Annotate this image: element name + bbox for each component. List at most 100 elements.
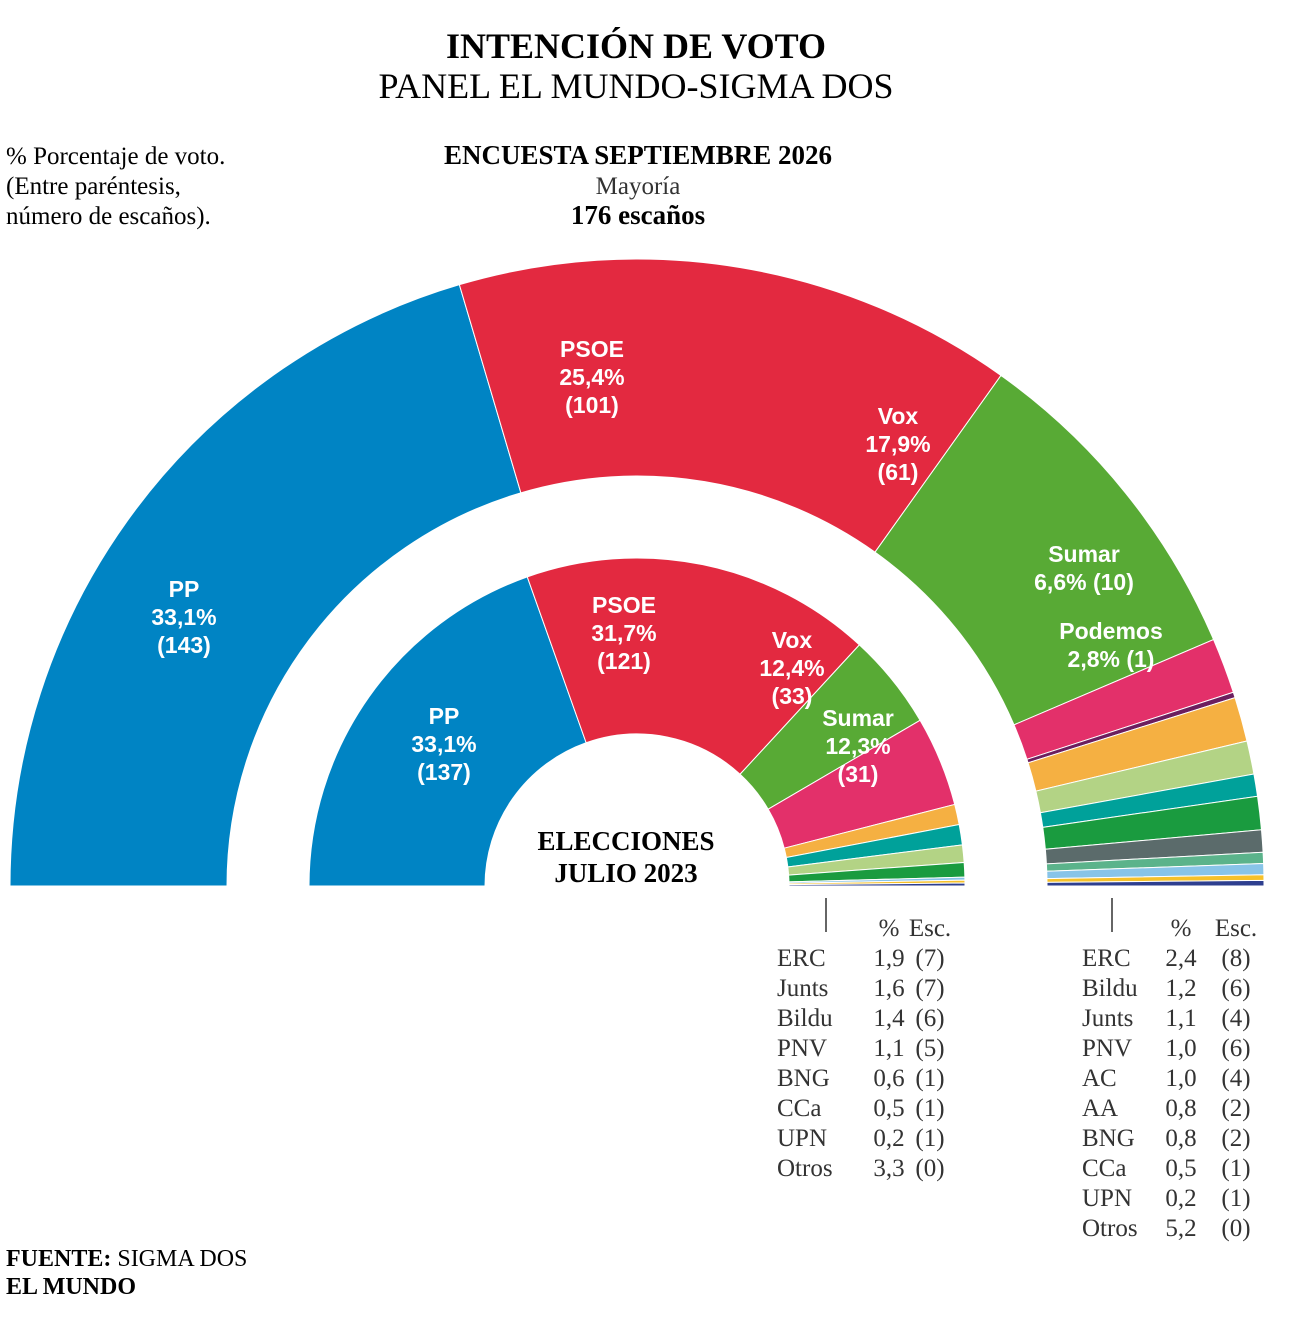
table-2026-row-pnv-seats: (6) — [1221, 1035, 1250, 1062]
note-line-2: (Entre paréntesis, — [6, 173, 181, 200]
table-2023-row-bng-seats: (1) — [915, 1065, 944, 1092]
table-2023-row-junts-party: Junts — [777, 975, 828, 1002]
chart-title: INTENCIÓN DE VOTO — [446, 26, 826, 66]
table-2023-row-otros-party: Otros — [777, 1155, 833, 1182]
election-label-pp-3: (137) — [417, 759, 471, 785]
table-2026-row-otros-party: Otros — [1082, 1215, 1138, 1242]
table-2023-row-upn-party: UPN — [777, 1125, 827, 1152]
table-2026-row-ac-party: AC — [1082, 1065, 1117, 1092]
table-2026-row-aa-party: AA — [1082, 1095, 1118, 1122]
source-line: FUENTE: SIGMA DOS — [6, 1246, 247, 1272]
election-label-sumar-3: (31) — [838, 761, 879, 787]
table-2023-row-junts-pct: 1,6 — [873, 975, 904, 1002]
table-2026-row-ac-pct: 1,0 — [1165, 1065, 1196, 1092]
election-label-vox-3: (33) — [772, 683, 813, 709]
table-2026-row-aa-seats: (2) — [1221, 1095, 1250, 1122]
election-label-psoe-2: 31,7% — [591, 620, 656, 646]
survey-label-vox-3: (61) — [878, 459, 919, 485]
table-2026-header-pct: % — [1171, 915, 1192, 942]
survey-label-pp-2: 33,1% — [151, 604, 216, 630]
table-2026-row-otros-seats: (0) — [1221, 1215, 1250, 1242]
table-2026-row-upn-party: UPN — [1082, 1185, 1132, 1212]
survey-label-psoe-2: 25,4% — [559, 364, 624, 390]
table-2026-row-bng-pct: 0,8 — [1165, 1125, 1196, 1152]
election-label-psoe-1: PSOE — [592, 592, 656, 618]
table-2026-header-seats: Esc. — [1215, 915, 1257, 942]
table-2023-row-pnv-pct: 1,1 — [873, 1035, 904, 1062]
table-2026-row-pnv-pct: 1,0 — [1165, 1035, 1196, 1062]
table-2026-row-erc-seats: (8) — [1221, 945, 1250, 972]
chart-subtitle: PANEL EL MUNDO-SIGMA DOS — [378, 66, 893, 106]
election-label-2: JULIO 2023 — [554, 858, 697, 888]
majority-value: 176 escaños — [571, 200, 705, 230]
survey-label-pp-3: (143) — [157, 632, 211, 658]
table-2023-row-otros-seats: (0) — [915, 1155, 944, 1182]
source-label: FUENTE: — [6, 1246, 111, 1272]
table-2023: % Esc. ERC 1,9 (7) Junts 1,6 (7) Bildu 1,4 (6) PNV 1… — [777, 915, 951, 1182]
table-2026-row-ac-seats: (4) — [1221, 1065, 1250, 1092]
note-line-1: % Porcentaje de voto. — [6, 143, 225, 170]
table-2026-row-erc-party: ERC — [1082, 945, 1131, 972]
survey-2026-ring — [9, 258, 1265, 887]
survey-segment-pp — [9, 284, 522, 887]
table-2023-row-bildu-seats: (6) — [915, 1005, 944, 1032]
table-2026-row-otros-pct: 5,2 — [1165, 1215, 1196, 1242]
election-label-vox-1: Vox — [772, 627, 813, 653]
survey-label-sumar-1: Sumar — [1048, 541, 1120, 567]
election-label-sumar-2: 12,3% — [825, 733, 890, 759]
survey-label-vox-1: Vox — [878, 403, 919, 429]
table-2026-row-aa-pct: 0,8 — [1165, 1095, 1196, 1122]
table-2026: % Esc. ERC 2,4 (8) Bildu 1,2 (6) Junts 1,1 (4) PNV 1… — [1082, 915, 1257, 1242]
survey-label-podemos-2: 2,8% (1) — [1068, 646, 1155, 672]
table-2026-row-upn-pct: 0,2 — [1165, 1185, 1196, 1212]
election-segment-pp — [308, 576, 587, 887]
table-2026-row-bng-seats: (2) — [1221, 1125, 1250, 1152]
table-2023-row-cca-pct: 0,5 — [873, 1095, 904, 1122]
source-value: SIGMA DOS — [117, 1246, 247, 1272]
table-2026-row-bildu-party: Bildu — [1082, 975, 1138, 1002]
election-label-pp-1: PP — [429, 703, 460, 729]
table-2026-row-upn-seats: (1) — [1221, 1185, 1250, 1212]
table-2023-row-otros-pct: 3,3 — [873, 1155, 904, 1182]
survey-segment-psoe — [458, 258, 1002, 553]
survey-label-podemos-1: Podemos — [1059, 618, 1163, 644]
survey-label-pp-1: PP — [169, 576, 200, 602]
table-2023-row-erc-party: ERC — [777, 945, 826, 972]
table-2023-row-pnv-seats: (5) — [915, 1035, 944, 1062]
note-line-3: número de escaños). — [6, 203, 211, 230]
table-2023-row-erc-seats: (7) — [915, 945, 944, 972]
table-2023-row-upn-seats: (1) — [915, 1125, 944, 1152]
election-label-sumar-1: Sumar — [822, 705, 894, 731]
election-label-pp-2: 33,1% — [411, 731, 476, 757]
table-2026-row-pnv-party: PNV — [1082, 1035, 1132, 1062]
election-2023-ring — [308, 557, 966, 887]
table-2023-row-cca-party: CCa — [777, 1095, 821, 1122]
table-2026-row-junts-party: Junts — [1082, 1005, 1133, 1032]
table-2023-row-pnv-party: PNV — [777, 1035, 827, 1062]
table-2026-row-cca-seats: (1) — [1221, 1155, 1250, 1182]
election-label-psoe-3: (121) — [597, 648, 651, 674]
table-2023-row-upn-pct: 0,2 — [873, 1125, 904, 1152]
table-2023-row-bildu-party: Bildu — [777, 1005, 833, 1032]
table-2026-row-bildu-pct: 1,2 — [1165, 975, 1196, 1002]
table-2026-row-bng-party: BNG — [1082, 1125, 1135, 1152]
table-2023-row-cca-seats: (1) — [915, 1095, 944, 1122]
table-2023-header-pct: % — [879, 915, 900, 942]
table-2026-row-cca-party: CCa — [1082, 1155, 1126, 1182]
majority-label: Mayoría — [596, 173, 681, 200]
table-2023-row-bng-pct: 0,6 — [873, 1065, 904, 1092]
survey-label-vox-2: 17,9% — [865, 431, 930, 457]
survey-label-psoe-3: (101) — [565, 392, 619, 418]
table-2026-row-junts-seats: (4) — [1221, 1005, 1250, 1032]
table-2026-row-bildu-seats: (6) — [1221, 975, 1250, 1002]
table-2023-row-bng-party: BNG — [777, 1065, 830, 1092]
survey-header: ENCUESTA SEPTIEMBRE 2026 — [444, 140, 832, 170]
brand-label: EL MUNDO — [6, 1274, 136, 1300]
table-2023-header-seats: Esc. — [909, 915, 951, 942]
table-2023-row-junts-seats: (7) — [915, 975, 944, 1002]
election-segment-psoe — [526, 557, 861, 775]
survey-label-psoe-1: PSOE — [560, 336, 624, 362]
table-2023-row-erc-pct: 1,9 — [873, 945, 904, 972]
